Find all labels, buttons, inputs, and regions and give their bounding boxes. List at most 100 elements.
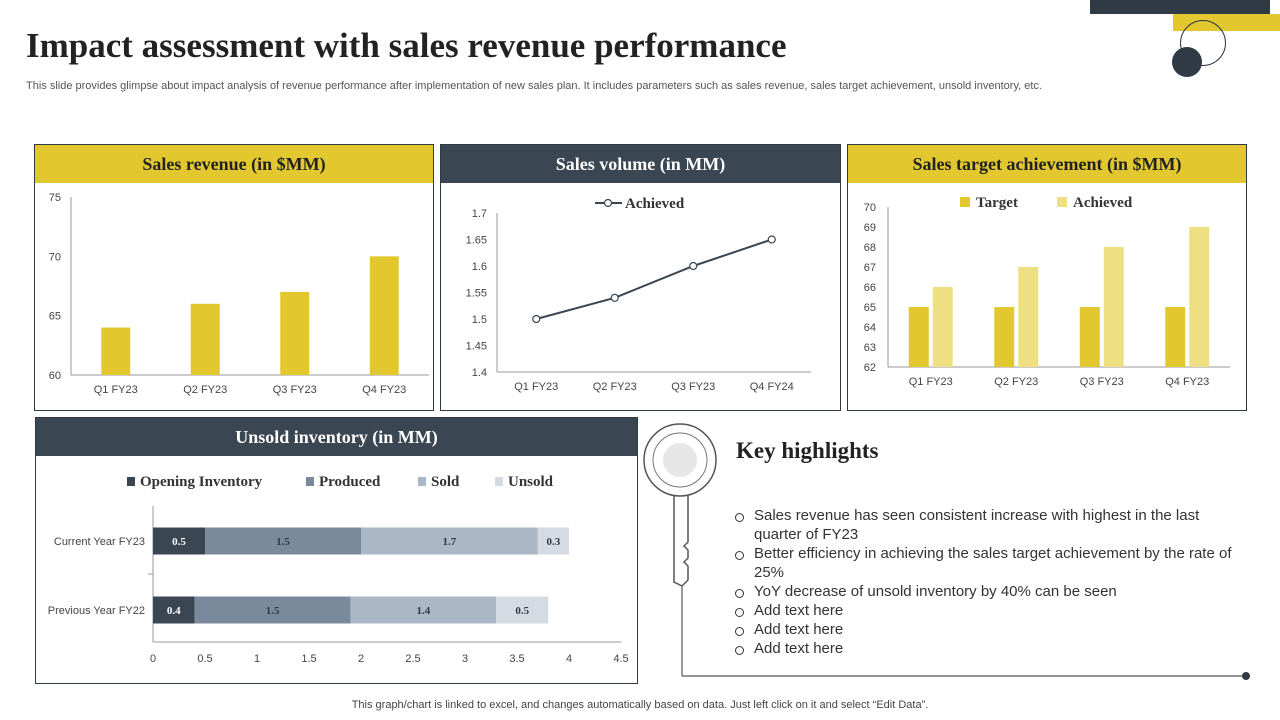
legend-label-achieved: Achieved [625, 196, 685, 212]
bar-segment-opening-inventory [153, 596, 195, 624]
y-tick-label: 66 [864, 282, 876, 294]
sales-revenue-title: Sales revenue (in $MM) [35, 145, 433, 183]
legend-swatch-opening-inventory [127, 477, 135, 486]
sales-revenue-chart[interactable]: 60 65 70 75 Q1 FY23 Q2 FY23 Q3 FY23 Q4 FY23 [35, 183, 433, 410]
bar-segment-unsold [496, 596, 549, 624]
x-tick-label: 3 [462, 653, 468, 665]
unsold-inventory-title: Unsold inventory (in MM) [36, 418, 637, 456]
y-tick-label: 1.7 [472, 208, 487, 220]
x-tick-label: Q4 FY24 [750, 381, 794, 393]
y-tick-label: 63 [864, 342, 876, 354]
decor-bar-dark [1090, 0, 1270, 14]
highlight-item: Add text here [734, 601, 1234, 620]
bullet-icon [735, 608, 744, 617]
x-tick-label: Q1 FY23 [94, 384, 138, 396]
x-tick-label: Q3 FY23 [273, 384, 317, 396]
bar-sales-revenue [369, 256, 399, 375]
y-tick-label: 1.55 [466, 288, 487, 300]
key-highlights-title: Key highlights [736, 438, 879, 463]
x-tick-label: Q4 FY23 [1165, 376, 1209, 388]
legend-swatch-sold [418, 477, 426, 486]
key-highlights-list: Sales revenue has seen consistent increa… [734, 506, 1234, 658]
y-tick-label: Previous Year FY22 [48, 605, 145, 617]
y-tick-label: 1.4 [472, 367, 487, 379]
bar-target [1165, 307, 1186, 367]
x-tick-label: 1 [254, 653, 260, 665]
bar-segment-sold [350, 596, 497, 624]
legend-label-unsold: Unsold [508, 474, 554, 490]
y-tick-label: 1.45 [466, 341, 487, 353]
sales-revenue-panel: Sales revenue (in $MM) 60 65 70 75 Q1 FY23 Q2… [34, 144, 434, 411]
data-label: 1.4 [417, 605, 431, 617]
bullet-icon [735, 513, 744, 522]
bullet-icon [735, 627, 744, 636]
sales-target-chart[interactable]: 62 63 64 65 66 67 68 69 70 Target Achieved Q1 FY23 Q… [848, 183, 1246, 410]
sales-target-panel: Sales target achievement (in $MM) 62 63 64… [847, 144, 1247, 411]
data-label: 0.5 [172, 536, 186, 548]
x-tick-label: Q2 FY23 [593, 381, 637, 393]
bar-target [908, 307, 929, 367]
bar-achieved [1189, 227, 1210, 367]
unsold-inventory-chart[interactable]: 0 0.5 1 1.5 2 2.5 3 3.5 4 4.5 Opening Inventory Pro… [36, 456, 637, 683]
bar-sales-revenue [280, 291, 310, 375]
page-subtitle: This slide provides glimpse about impact… [26, 80, 1042, 92]
legend-marker-achieved [603, 198, 613, 208]
y-tick-label: 64 [864, 322, 876, 334]
x-tick-label: Q3 FY23 [1080, 376, 1124, 388]
data-point-achieved [767, 235, 776, 244]
bullet-icon [735, 551, 744, 560]
y-tick-label: 1.6 [472, 261, 487, 273]
highlight-item: YoY decrease of unsold inventory by 40% … [734, 582, 1234, 601]
bar-segment-opening-inventory [153, 527, 205, 555]
unsold-inventory-panel: Unsold inventory (in MM) 0 0.5 1 1.5 2 2.5 3 3.… [35, 417, 638, 684]
x-tick-label: 4.5 [613, 653, 628, 665]
data-label: 0.3 [547, 536, 561, 548]
bullet-icon [735, 589, 744, 598]
y-tick-label: 65 [864, 302, 876, 314]
bar-segment-sold [361, 527, 538, 555]
x-tick-label: 2.5 [405, 653, 420, 665]
y-tick-label: 62 [864, 362, 876, 374]
highlight-item: Add text here [734, 620, 1234, 639]
page-title: Impact assessment with sales revenue per… [26, 26, 787, 65]
y-tick-label: Current Year FY23 [54, 536, 145, 548]
legend-label-opening-inventory: Opening Inventory [140, 474, 263, 490]
x-tick-label: 0.5 [197, 653, 212, 665]
legend-label-achieved: Achieved [1073, 195, 1133, 211]
bar-segment-unsold [537, 527, 569, 555]
y-tick-label: 67 [864, 262, 876, 274]
y-tick-label: 70 [49, 251, 61, 263]
data-label: 0.5 [515, 605, 529, 617]
bar-target [1079, 307, 1100, 367]
key-icon [643, 423, 1250, 680]
bar-achieved [932, 287, 953, 367]
sales-volume-chart[interactable]: 1.4 1.45 1.5 1.55 1.6 1.65 1.7 Achieved Q1 FY23 Q… [441, 183, 840, 410]
bar-achieved [1018, 267, 1039, 367]
legend-label-sold: Sold [431, 474, 460, 490]
highlight-item: Better efficiency in achieving the sales… [734, 544, 1234, 582]
x-tick-label: 0 [150, 653, 156, 665]
sales-volume-title: Sales volume (in MM) [441, 145, 840, 183]
legend-swatch-target [960, 197, 970, 207]
y-tick-label: 68 [864, 242, 876, 254]
x-tick-label: Q3 FY23 [671, 381, 715, 393]
highlight-item: Sales revenue has seen consistent increa… [734, 506, 1234, 544]
y-tick-label: 70 [864, 202, 876, 214]
bullet-icon [735, 646, 744, 655]
x-tick-label: 4 [566, 653, 572, 665]
data-label: 1.5 [266, 605, 280, 617]
data-label: 1.5 [276, 536, 290, 548]
bar-segment-produced [194, 596, 351, 624]
x-tick-label: Q1 FY23 [909, 376, 953, 388]
sales-volume-panel: Sales volume (in MM) 1.4 1.45 1.5 1.55 1.6 1.… [440, 144, 841, 411]
data-point-achieved [532, 314, 541, 324]
x-tick-label: Q2 FY23 [994, 376, 1038, 388]
legend-label-target: Target [976, 195, 1018, 211]
footer-note: This graph/chart is linked to excel, and… [351, 699, 929, 711]
data-point-achieved [689, 261, 698, 271]
legend-swatch-unsold [495, 477, 503, 486]
data-point-achieved [610, 293, 619, 302]
y-tick-label: 1.5 [472, 314, 487, 326]
bar-sales-revenue [101, 327, 131, 375]
y-tick-label: 69 [864, 222, 876, 234]
